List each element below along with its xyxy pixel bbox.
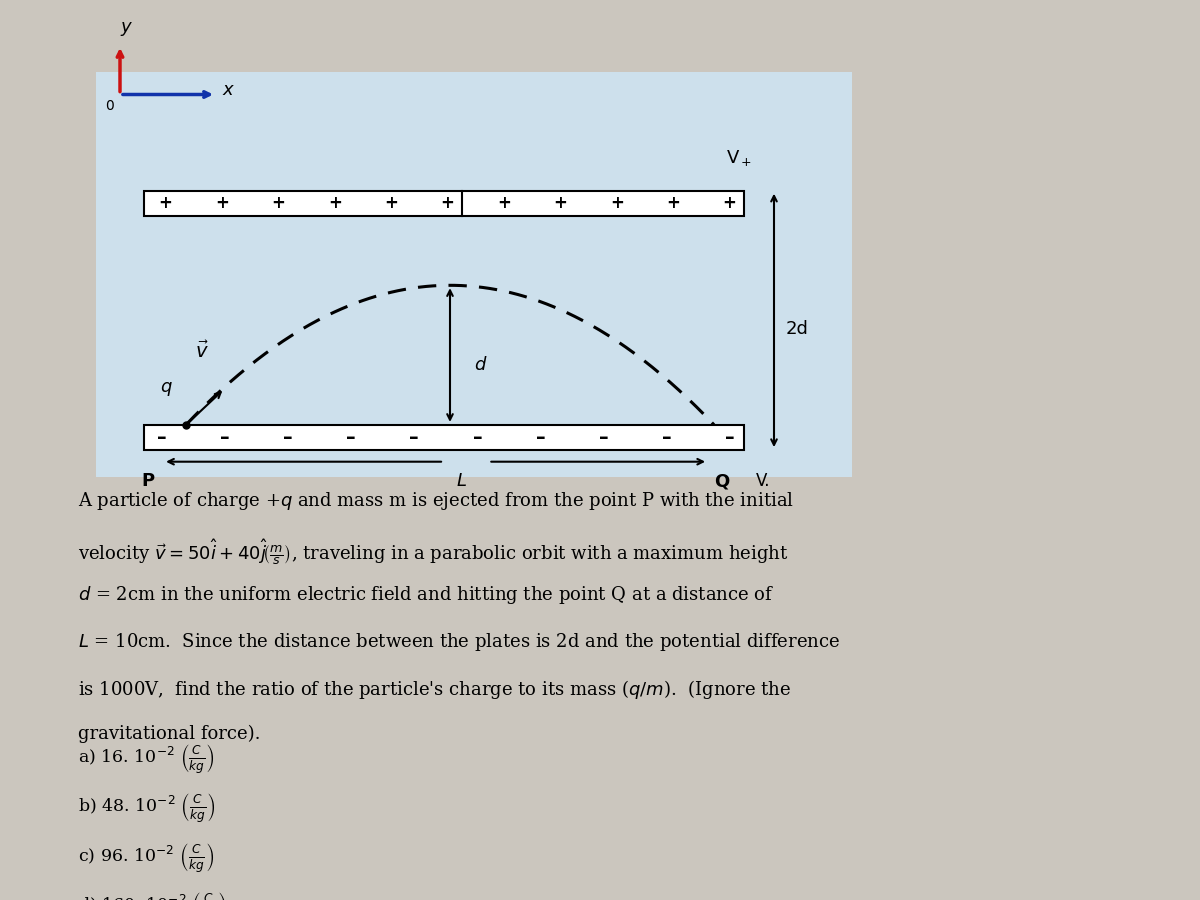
Text: d: d xyxy=(474,356,485,373)
Bar xyxy=(144,191,744,216)
Text: +: + xyxy=(497,194,511,212)
Text: x: x xyxy=(222,81,233,99)
Text: –: – xyxy=(661,428,671,447)
Text: +: + xyxy=(271,194,286,212)
Text: q: q xyxy=(161,378,172,396)
Text: L: L xyxy=(457,472,467,490)
Text: +: + xyxy=(610,194,624,212)
Text: velocity $\vec{v} = 50\hat{i} + 40\hat{j}\!\left(\frac{m}{s}\right)$, traveling : velocity $\vec{v} = 50\hat{i} + 40\hat{j… xyxy=(78,537,788,567)
Text: +: + xyxy=(666,194,680,212)
Text: a) 16. 10$^{-2}$ $\left(\frac{C}{kg}\right)$: a) 16. 10$^{-2}$ $\left(\frac{C}{kg}\rig… xyxy=(78,742,215,776)
Text: –: – xyxy=(347,428,356,447)
Text: –: – xyxy=(473,428,482,447)
Text: y: y xyxy=(121,18,131,36)
Text: +: + xyxy=(722,194,737,212)
Text: b) 48. 10$^{-2}$ $\left(\frac{C}{kg}\right)$: b) 48. 10$^{-2}$ $\left(\frac{C}{kg}\rig… xyxy=(78,792,216,825)
Text: Q: Q xyxy=(714,472,730,490)
Text: –: – xyxy=(221,428,230,447)
Text: P: P xyxy=(142,472,155,490)
Text: d) 160. 10$^{-2}$ $\left(\frac{C}{kg}\right)$: d) 160. 10$^{-2}$ $\left(\frac{C}{kg}\ri… xyxy=(78,891,227,900)
Text: $L$ = 10cm.  Since the distance between the plates is 2d and the potential diffe: $L$ = 10cm. Since the distance between t… xyxy=(78,631,840,652)
Text: c) 96. 10$^{-2}$ $\left(\frac{C}{kg}\right)$: c) 96. 10$^{-2}$ $\left(\frac{C}{kg}\rig… xyxy=(78,842,214,875)
Text: –: – xyxy=(409,428,419,447)
Text: 2d: 2d xyxy=(786,320,809,338)
Text: V$_+$: V$_+$ xyxy=(726,148,752,167)
Text: +: + xyxy=(440,194,455,212)
Text: –: – xyxy=(725,428,734,447)
Text: $d$ = 2cm in the uniform electric field and hitting the point Q at a distance of: $d$ = 2cm in the uniform electric field … xyxy=(78,584,774,606)
Text: +: + xyxy=(328,194,342,212)
Text: +: + xyxy=(384,194,398,212)
Text: is 1000V,  find the ratio of the particle's charge to its mass ($q/m$).  (Ignore: is 1000V, find the ratio of the particle… xyxy=(78,678,791,701)
Text: +: + xyxy=(158,194,173,212)
Text: –: – xyxy=(535,428,545,447)
Bar xyxy=(144,425,744,450)
Text: A particle of charge +$q$ and mass m is ejected from the point P with the initia: A particle of charge +$q$ and mass m is … xyxy=(78,491,794,512)
Text: V.: V. xyxy=(756,472,770,490)
Text: 0: 0 xyxy=(106,99,114,113)
Text: $\vec{v}$: $\vec{v}$ xyxy=(194,340,209,362)
Text: +: + xyxy=(215,194,229,212)
Bar xyxy=(96,72,852,477)
Text: –: – xyxy=(157,428,167,447)
Text: +: + xyxy=(553,194,568,212)
Text: –: – xyxy=(283,428,293,447)
Text: –: – xyxy=(599,428,608,447)
Text: gravitational force).: gravitational force). xyxy=(78,724,260,742)
